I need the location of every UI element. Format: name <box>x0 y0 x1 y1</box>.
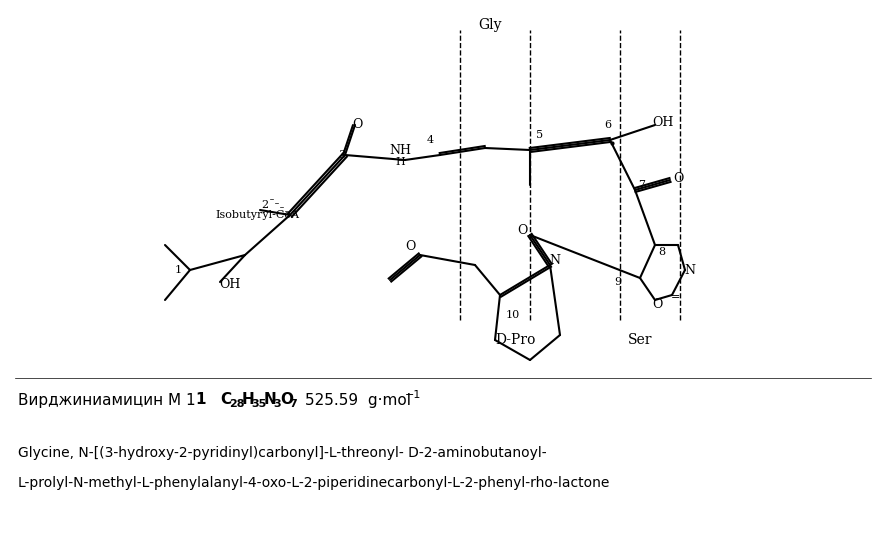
Text: Вирджиниамицин М 1: Вирджиниамицин М 1 <box>18 392 196 408</box>
Text: 7: 7 <box>289 399 297 409</box>
Text: −1: −1 <box>405 390 422 400</box>
Text: OH: OH <box>220 278 241 290</box>
Text: NH: NH <box>389 143 411 157</box>
Text: 28: 28 <box>229 399 245 409</box>
Text: Ser: Ser <box>628 333 652 347</box>
Text: 35: 35 <box>251 399 267 409</box>
Text: 10: 10 <box>506 310 520 320</box>
Text: 1: 1 <box>195 392 206 408</box>
Text: 525.59  g·mol: 525.59 g·mol <box>305 392 411 408</box>
Text: 8: 8 <box>658 247 665 257</box>
Text: OH: OH <box>652 117 673 130</box>
Text: O: O <box>652 298 662 311</box>
Text: H: H <box>242 392 255 408</box>
Text: 5: 5 <box>536 130 544 140</box>
Text: Isobutyryl-CoA: Isobutyryl-CoA <box>215 210 299 220</box>
Text: Gly: Gly <box>478 18 501 32</box>
Text: D-Pro: D-Pro <box>494 333 535 347</box>
Text: 3: 3 <box>338 150 345 160</box>
Text: 1: 1 <box>175 265 182 275</box>
Text: O: O <box>672 172 683 184</box>
Text: 6: 6 <box>604 120 611 130</box>
Text: =: = <box>672 292 680 302</box>
Text: N: N <box>264 392 276 408</box>
Text: 4: 4 <box>426 135 433 145</box>
Text: O: O <box>405 240 416 254</box>
Text: 9: 9 <box>614 277 622 287</box>
Text: L-prolyl-N-methyl-L-phenylalanyl-4-oxo-L-2-piperidinecarbonyl-L-2-phenyl-rho-lac: L-prolyl-N-methyl-L-phenylalanyl-4-oxo-L… <box>18 476 610 490</box>
Text: 3: 3 <box>273 399 281 409</box>
Text: O: O <box>517 223 527 237</box>
Text: N: N <box>685 263 696 277</box>
Text: C: C <box>220 392 231 408</box>
Text: N: N <box>549 254 561 266</box>
Text: 2: 2 <box>261 200 268 210</box>
Text: H: H <box>395 157 405 167</box>
Text: Glycine, N-[(3-hydroxy-2-pyridinyl)carbonyl]-L-threonyl- D-2-aminobutanoyl-: Glycine, N-[(3-hydroxy-2-pyridinyl)carbo… <box>18 446 547 460</box>
Text: 7: 7 <box>639 180 646 190</box>
Text: O: O <box>280 392 293 408</box>
Text: O: O <box>352 118 362 132</box>
